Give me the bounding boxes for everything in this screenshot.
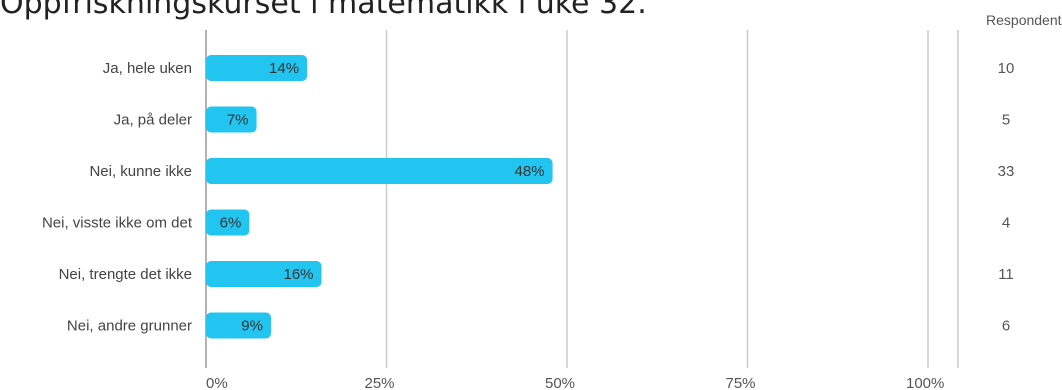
data-label: 14%	[269, 60, 299, 77]
x-tick-labels: 0% 25% 50% 75% 100%	[206, 375, 944, 390]
category-label: Ja, på deler	[114, 112, 192, 129]
bar	[206, 106, 257, 133]
category-label: Nei, visste ikke om det	[42, 215, 193, 232]
bar	[206, 55, 308, 81]
respondents-count: 33	[998, 163, 1015, 180]
respondents-header: Respondenter	[986, 12, 1062, 28]
data-label: 6%	[220, 215, 242, 232]
chart-title: Oppfriskningskurset i matematikk i uke 3…	[0, 0, 647, 21]
bar	[206, 209, 250, 236]
bar	[206, 158, 553, 184]
x-tick-label: 0%	[206, 375, 228, 390]
data-label: 16%	[283, 266, 313, 283]
data-label: 9%	[241, 318, 263, 335]
data-label: 7%	[227, 112, 249, 129]
x-tick-label: 100%	[906, 375, 944, 390]
respondents-count: 6	[1002, 318, 1010, 335]
bar	[206, 261, 322, 287]
data-labels: 14% 7% 48% 6% 16% 9%	[220, 60, 545, 335]
x-tick-label: 50%	[545, 375, 575, 390]
respondents-column: Respondenter 10 5 33 4 11 6	[986, 12, 1062, 335]
respondents-count: 4	[1002, 215, 1010, 232]
respondents-count: 11	[998, 266, 1014, 283]
data-label: 48%	[515, 163, 545, 180]
respondents-count: 5	[1002, 112, 1010, 129]
gridlines	[205, 30, 959, 368]
bar	[206, 312, 271, 339]
x-tick-label: 25%	[365, 375, 395, 390]
bars	[206, 55, 553, 339]
respondents-count: 10	[998, 60, 1015, 77]
x-tick-label: 75%	[726, 375, 756, 390]
category-label: Nei, trengte det ikke	[59, 266, 192, 283]
category-label: Nei, andre grunner	[67, 318, 192, 335]
category-label: Ja, hele uken	[103, 60, 192, 77]
category-label: Nei, kunne ikke	[89, 163, 192, 180]
category-labels: Ja, hele uken Ja, på deler Nei, kunne ikke…	[42, 60, 193, 335]
